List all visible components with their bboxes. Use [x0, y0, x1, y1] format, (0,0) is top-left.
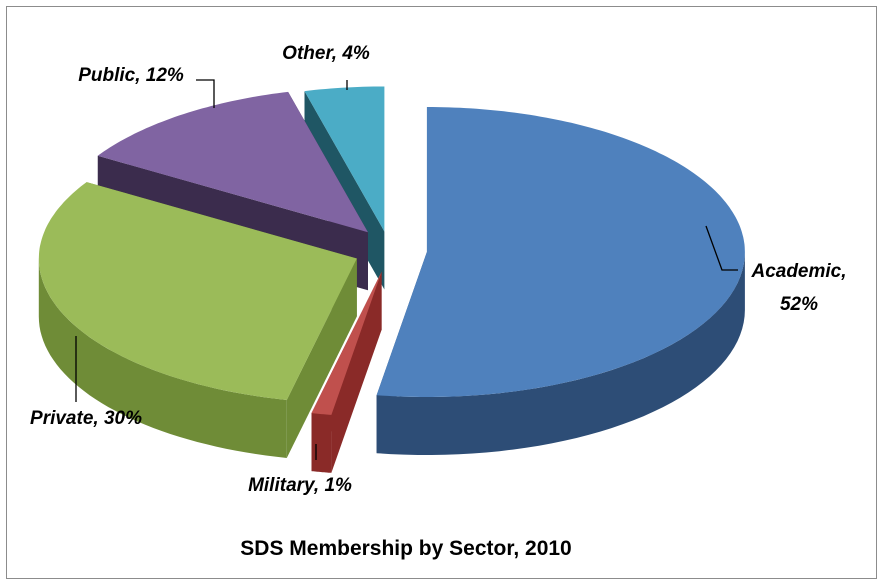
slice-label-public: Public, 12%	[78, 65, 184, 86]
pie-slice-academic	[376, 107, 745, 455]
pie-slice-top-other	[304, 86, 385, 232]
pie-slice-side-military	[311, 413, 332, 473]
pie-labels: Academic, 52% Military, 1% Private, 30% …	[30, 43, 847, 560]
leader-line-public	[196, 79, 215, 108]
pie-slice-top-academic	[376, 107, 745, 397]
pie-slice-top-private	[38, 182, 357, 400]
pie-slice-side-private	[38, 258, 287, 458]
pie-slice-side-academic	[376, 252, 745, 455]
slice-label-academic-line2: 52%	[780, 294, 818, 315]
pie-slice-private	[38, 182, 357, 458]
slice-label-other: Other, 4%	[282, 43, 370, 64]
slice-label-private: Private, 30%	[30, 408, 142, 429]
leader-line-academic	[705, 225, 738, 271]
pie-slices	[38, 86, 745, 473]
pie-slice-top-public	[97, 91, 368, 233]
pie-slice-top-military	[311, 271, 382, 415]
slice-label-military: Military, 1%	[248, 475, 352, 496]
pie-slice-military	[311, 271, 382, 473]
chart-title: SDS Membership by Sector, 2010	[240, 537, 571, 560]
slice-label-academic-line1: Academic,	[750, 261, 846, 282]
